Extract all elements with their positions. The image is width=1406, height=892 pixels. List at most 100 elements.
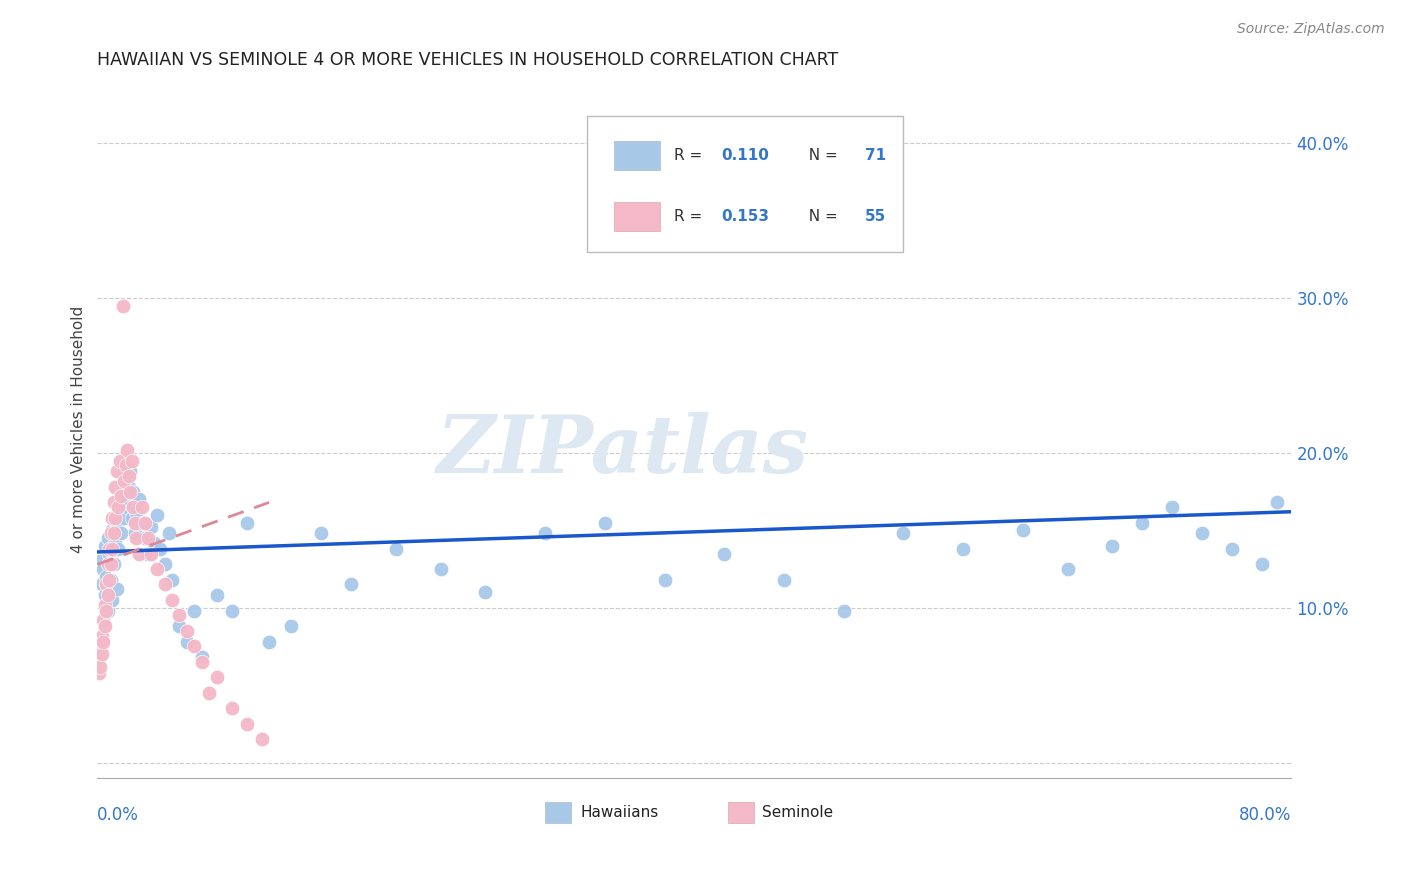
Point: [108, 508, 131, 522]
Point: [87, 650, 110, 665]
Point: [191, 650, 214, 665]
Text: HAWAIIAN VS SEMINOLE 4 OR MORE VEHICLES IN HOUSEHOLD CORRELATION CHART: HAWAIIAN VS SEMINOLE 4 OR MORE VEHICLES …: [97, 51, 838, 69]
Point: [97, 558, 120, 572]
Point: [429, 562, 451, 576]
Point: [1130, 516, 1153, 530]
Y-axis label: 4 or more Vehicles in Household: 4 or more Vehicles in Household: [72, 306, 86, 553]
Point: [198, 686, 221, 700]
FancyBboxPatch shape: [614, 202, 659, 231]
Point: [115, 442, 138, 457]
Point: [118, 480, 141, 494]
Point: [221, 604, 243, 618]
Point: [143, 535, 166, 549]
Point: [101, 541, 124, 556]
Point: [98, 541, 121, 556]
Point: [1250, 558, 1272, 572]
Point: [103, 558, 125, 572]
Point: [309, 526, 332, 541]
Point: [257, 634, 280, 648]
Point: [121, 453, 143, 467]
Point: [97, 588, 120, 602]
Point: [205, 588, 228, 602]
Point: [1191, 526, 1213, 541]
Point: [89, 659, 111, 673]
Point: [176, 624, 198, 638]
Point: [654, 573, 676, 587]
Point: [100, 526, 122, 541]
FancyBboxPatch shape: [614, 141, 659, 170]
Point: [107, 541, 129, 556]
Point: [105, 516, 128, 530]
Text: R =: R =: [673, 209, 707, 224]
Text: 0.110: 0.110: [721, 148, 769, 163]
Point: [104, 480, 127, 494]
Text: 0.0%: 0.0%: [97, 805, 139, 824]
Point: [110, 526, 132, 541]
Point: [832, 604, 855, 618]
Point: [474, 585, 496, 599]
Text: Hawaiians: Hawaiians: [581, 805, 659, 821]
Point: [105, 582, 128, 596]
FancyBboxPatch shape: [586, 116, 904, 252]
Point: [114, 489, 136, 503]
Point: [235, 716, 257, 731]
Point: [1265, 495, 1288, 509]
Point: [87, 665, 110, 680]
Point: [280, 619, 302, 633]
Point: [131, 500, 153, 514]
Text: Seminole: Seminole: [762, 805, 834, 821]
Point: [111, 299, 134, 313]
Point: [111, 495, 134, 509]
Point: [183, 604, 205, 618]
Text: 80.0%: 80.0%: [1239, 805, 1292, 824]
Point: [125, 505, 148, 519]
Point: [136, 531, 159, 545]
Point: [98, 573, 121, 587]
Point: [107, 500, 129, 514]
Point: [91, 634, 114, 648]
Point: [96, 570, 118, 584]
Point: [221, 701, 243, 715]
Point: [98, 547, 121, 561]
Point: [96, 577, 118, 591]
Point: [104, 511, 127, 525]
Point: [593, 516, 616, 530]
Point: [112, 474, 135, 488]
Point: [1011, 524, 1033, 538]
Point: [1101, 539, 1123, 553]
Point: [122, 500, 145, 514]
Text: N =: N =: [799, 209, 842, 224]
Point: [108, 453, 131, 467]
Text: N =: N =: [799, 148, 842, 163]
Point: [340, 577, 363, 591]
Point: [176, 634, 198, 648]
Point: [134, 516, 156, 530]
Point: [100, 573, 122, 587]
Point: [139, 547, 162, 561]
Point: [114, 458, 136, 473]
Point: [1056, 562, 1078, 576]
Text: 0.153: 0.153: [721, 209, 769, 224]
Point: [94, 539, 117, 553]
Point: [205, 670, 228, 684]
Text: R =: R =: [673, 148, 707, 163]
Point: [125, 531, 148, 545]
Point: [94, 588, 117, 602]
Point: [773, 573, 796, 587]
Point: [1220, 541, 1243, 556]
Point: [100, 558, 122, 572]
Point: [124, 526, 146, 541]
Text: Source: ZipAtlas.com: Source: ZipAtlas.com: [1237, 22, 1385, 37]
Point: [134, 531, 156, 545]
Point: [160, 573, 183, 587]
Point: [1161, 500, 1184, 514]
Point: [89, 640, 111, 654]
Point: [91, 613, 114, 627]
Point: [94, 598, 117, 612]
Point: [128, 492, 150, 507]
Text: ZIPatlas: ZIPatlas: [437, 412, 808, 490]
Point: [713, 547, 735, 561]
Point: [104, 535, 127, 549]
Point: [103, 526, 125, 541]
Point: [101, 593, 124, 607]
